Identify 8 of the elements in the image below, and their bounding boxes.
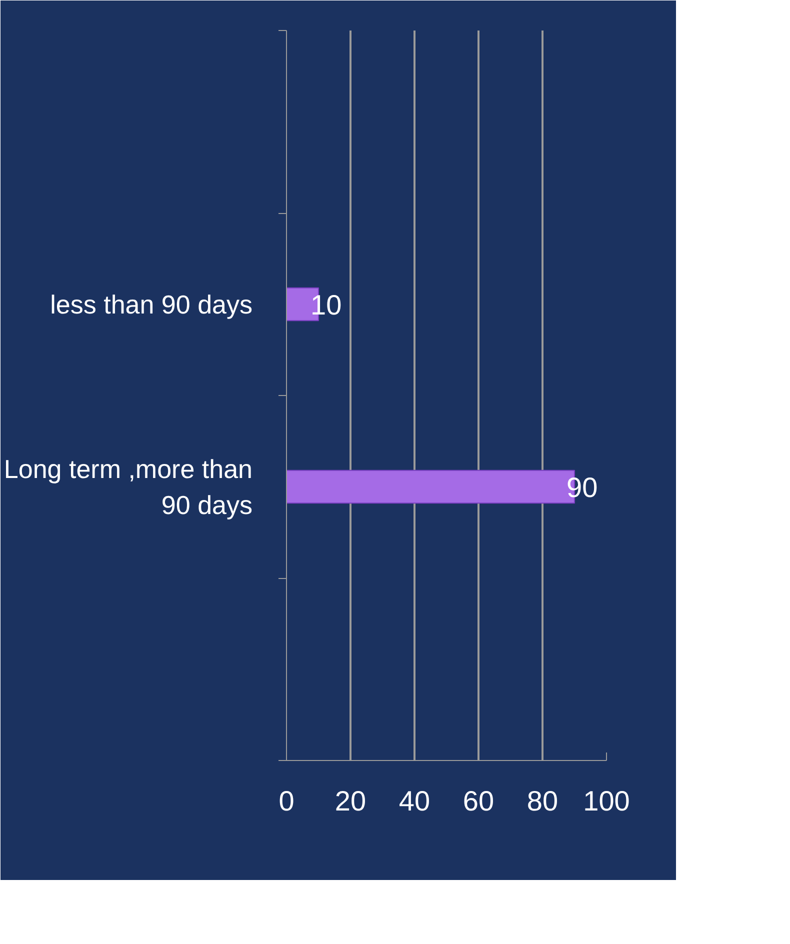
x-tick-label: 40 — [398, 786, 430, 816]
y-tick-label: Long term ,more than 90 days — [4, 454, 253, 520]
x-tick-label: 0 — [278, 786, 294, 816]
x-tick-label: 20 — [334, 786, 366, 816]
x-tick-label: 100 — [583, 786, 630, 816]
y-tick-label: less than 90 days — [50, 289, 253, 320]
x-tick-label: 80 — [526, 786, 558, 816]
x-tick-label: 60 — [462, 786, 494, 816]
